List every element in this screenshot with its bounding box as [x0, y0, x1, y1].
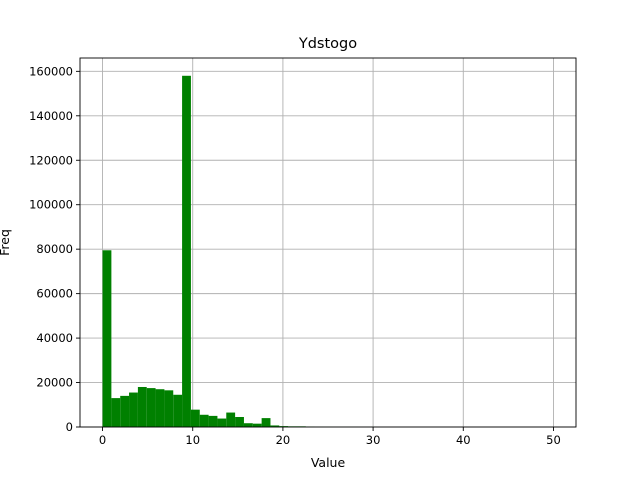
histogram-bar — [190, 409, 200, 427]
histogram-bar — [182, 75, 191, 427]
x-tick-label: 30 — [366, 433, 381, 447]
y-tick-label: 80000 — [36, 242, 73, 256]
histogram-bar — [270, 425, 280, 427]
histogram-bar — [199, 414, 209, 427]
histogram-bar — [137, 386, 147, 427]
histogram-bar — [173, 394, 183, 427]
x-tick-label: 0 — [99, 433, 106, 447]
x-axis-label: Value — [311, 455, 346, 470]
x-tick-label: 10 — [185, 433, 200, 447]
x-tick-label: 40 — [456, 433, 471, 447]
x-tick-label: 50 — [546, 433, 561, 447]
y-tick-label: 60000 — [36, 287, 73, 301]
histogram-bar — [252, 423, 262, 427]
y-tick-label: 40000 — [36, 331, 73, 345]
histogram-bar — [129, 392, 138, 427]
histogram-bar — [261, 418, 271, 427]
histogram-bar — [146, 388, 156, 427]
histogram-bar — [243, 423, 253, 427]
y-tick-label: 120000 — [29, 153, 73, 167]
x-axis-ticks: 0 10 20 30 40 50 — [99, 427, 561, 447]
plot-frame — [79, 57, 577, 428]
y-tick-label: 140000 — [29, 109, 73, 123]
y-tick-label: 100000 — [29, 198, 73, 212]
y-axis-ticks: 0 20000 40000 60000 80000 100000 120000 140000 1… — [29, 64, 80, 434]
y-tick-label: 160000 — [29, 64, 73, 78]
histogram-bar — [217, 418, 227, 427]
histogram-bar — [235, 416, 244, 427]
histogram-bar — [208, 415, 218, 427]
x-tick-label: 20 — [276, 433, 291, 447]
histogram-bar — [102, 250, 112, 427]
histogram-bar — [164, 390, 174, 427]
y-tick-label: 0 — [66, 420, 73, 434]
histogram-bar — [120, 395, 130, 427]
y-tick-label: 20000 — [36, 376, 73, 390]
grid-lines — [80, 58, 576, 428]
histogram-bar — [155, 389, 165, 427]
y-axis-label: Freq — [0, 229, 12, 256]
histogram-bar — [111, 398, 121, 427]
histogram-bar — [226, 412, 236, 427]
chart-title: Ydstogo — [298, 36, 357, 52]
